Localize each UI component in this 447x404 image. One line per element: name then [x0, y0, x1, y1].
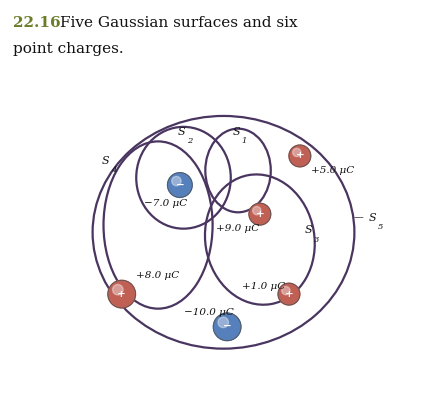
Text: S: S [232, 127, 240, 137]
Text: +9.0 μC: +9.0 μC [216, 224, 259, 233]
Text: 22.16: 22.16 [13, 16, 61, 30]
Text: −7.0 μC: −7.0 μC [143, 199, 187, 208]
Circle shape [293, 148, 301, 157]
Circle shape [289, 145, 311, 167]
Circle shape [249, 203, 271, 225]
Text: 3: 3 [314, 236, 320, 244]
Text: S: S [369, 213, 376, 223]
Text: —: — [353, 213, 363, 222]
Text: S: S [178, 127, 186, 137]
Text: 1: 1 [241, 137, 247, 145]
Circle shape [278, 283, 300, 305]
Circle shape [253, 206, 261, 215]
Circle shape [218, 317, 228, 328]
Text: S: S [305, 225, 313, 236]
Text: −10.0 μC: −10.0 μC [184, 308, 233, 317]
Text: point charges.: point charges. [13, 42, 124, 57]
Text: +1.0 μC: +1.0 μC [242, 282, 285, 291]
Circle shape [108, 280, 135, 308]
Circle shape [213, 313, 241, 341]
Text: +: + [256, 210, 264, 219]
Text: −: − [223, 322, 232, 331]
Text: S: S [101, 156, 109, 166]
Text: −: − [176, 181, 184, 189]
Text: 4: 4 [111, 166, 116, 175]
Text: 2: 2 [187, 137, 192, 145]
Circle shape [172, 177, 181, 186]
Text: Five Gaussian surfaces and six: Five Gaussian surfaces and six [60, 16, 298, 30]
Circle shape [168, 173, 192, 198]
Circle shape [113, 284, 123, 295]
Circle shape [282, 286, 290, 295]
Text: +: + [285, 290, 293, 299]
Text: +5.0 μC: +5.0 μC [311, 166, 354, 175]
Text: 5: 5 [378, 223, 383, 231]
Text: +: + [117, 290, 126, 299]
Text: +: + [295, 152, 304, 160]
Text: +8.0 μC: +8.0 μC [136, 271, 180, 280]
